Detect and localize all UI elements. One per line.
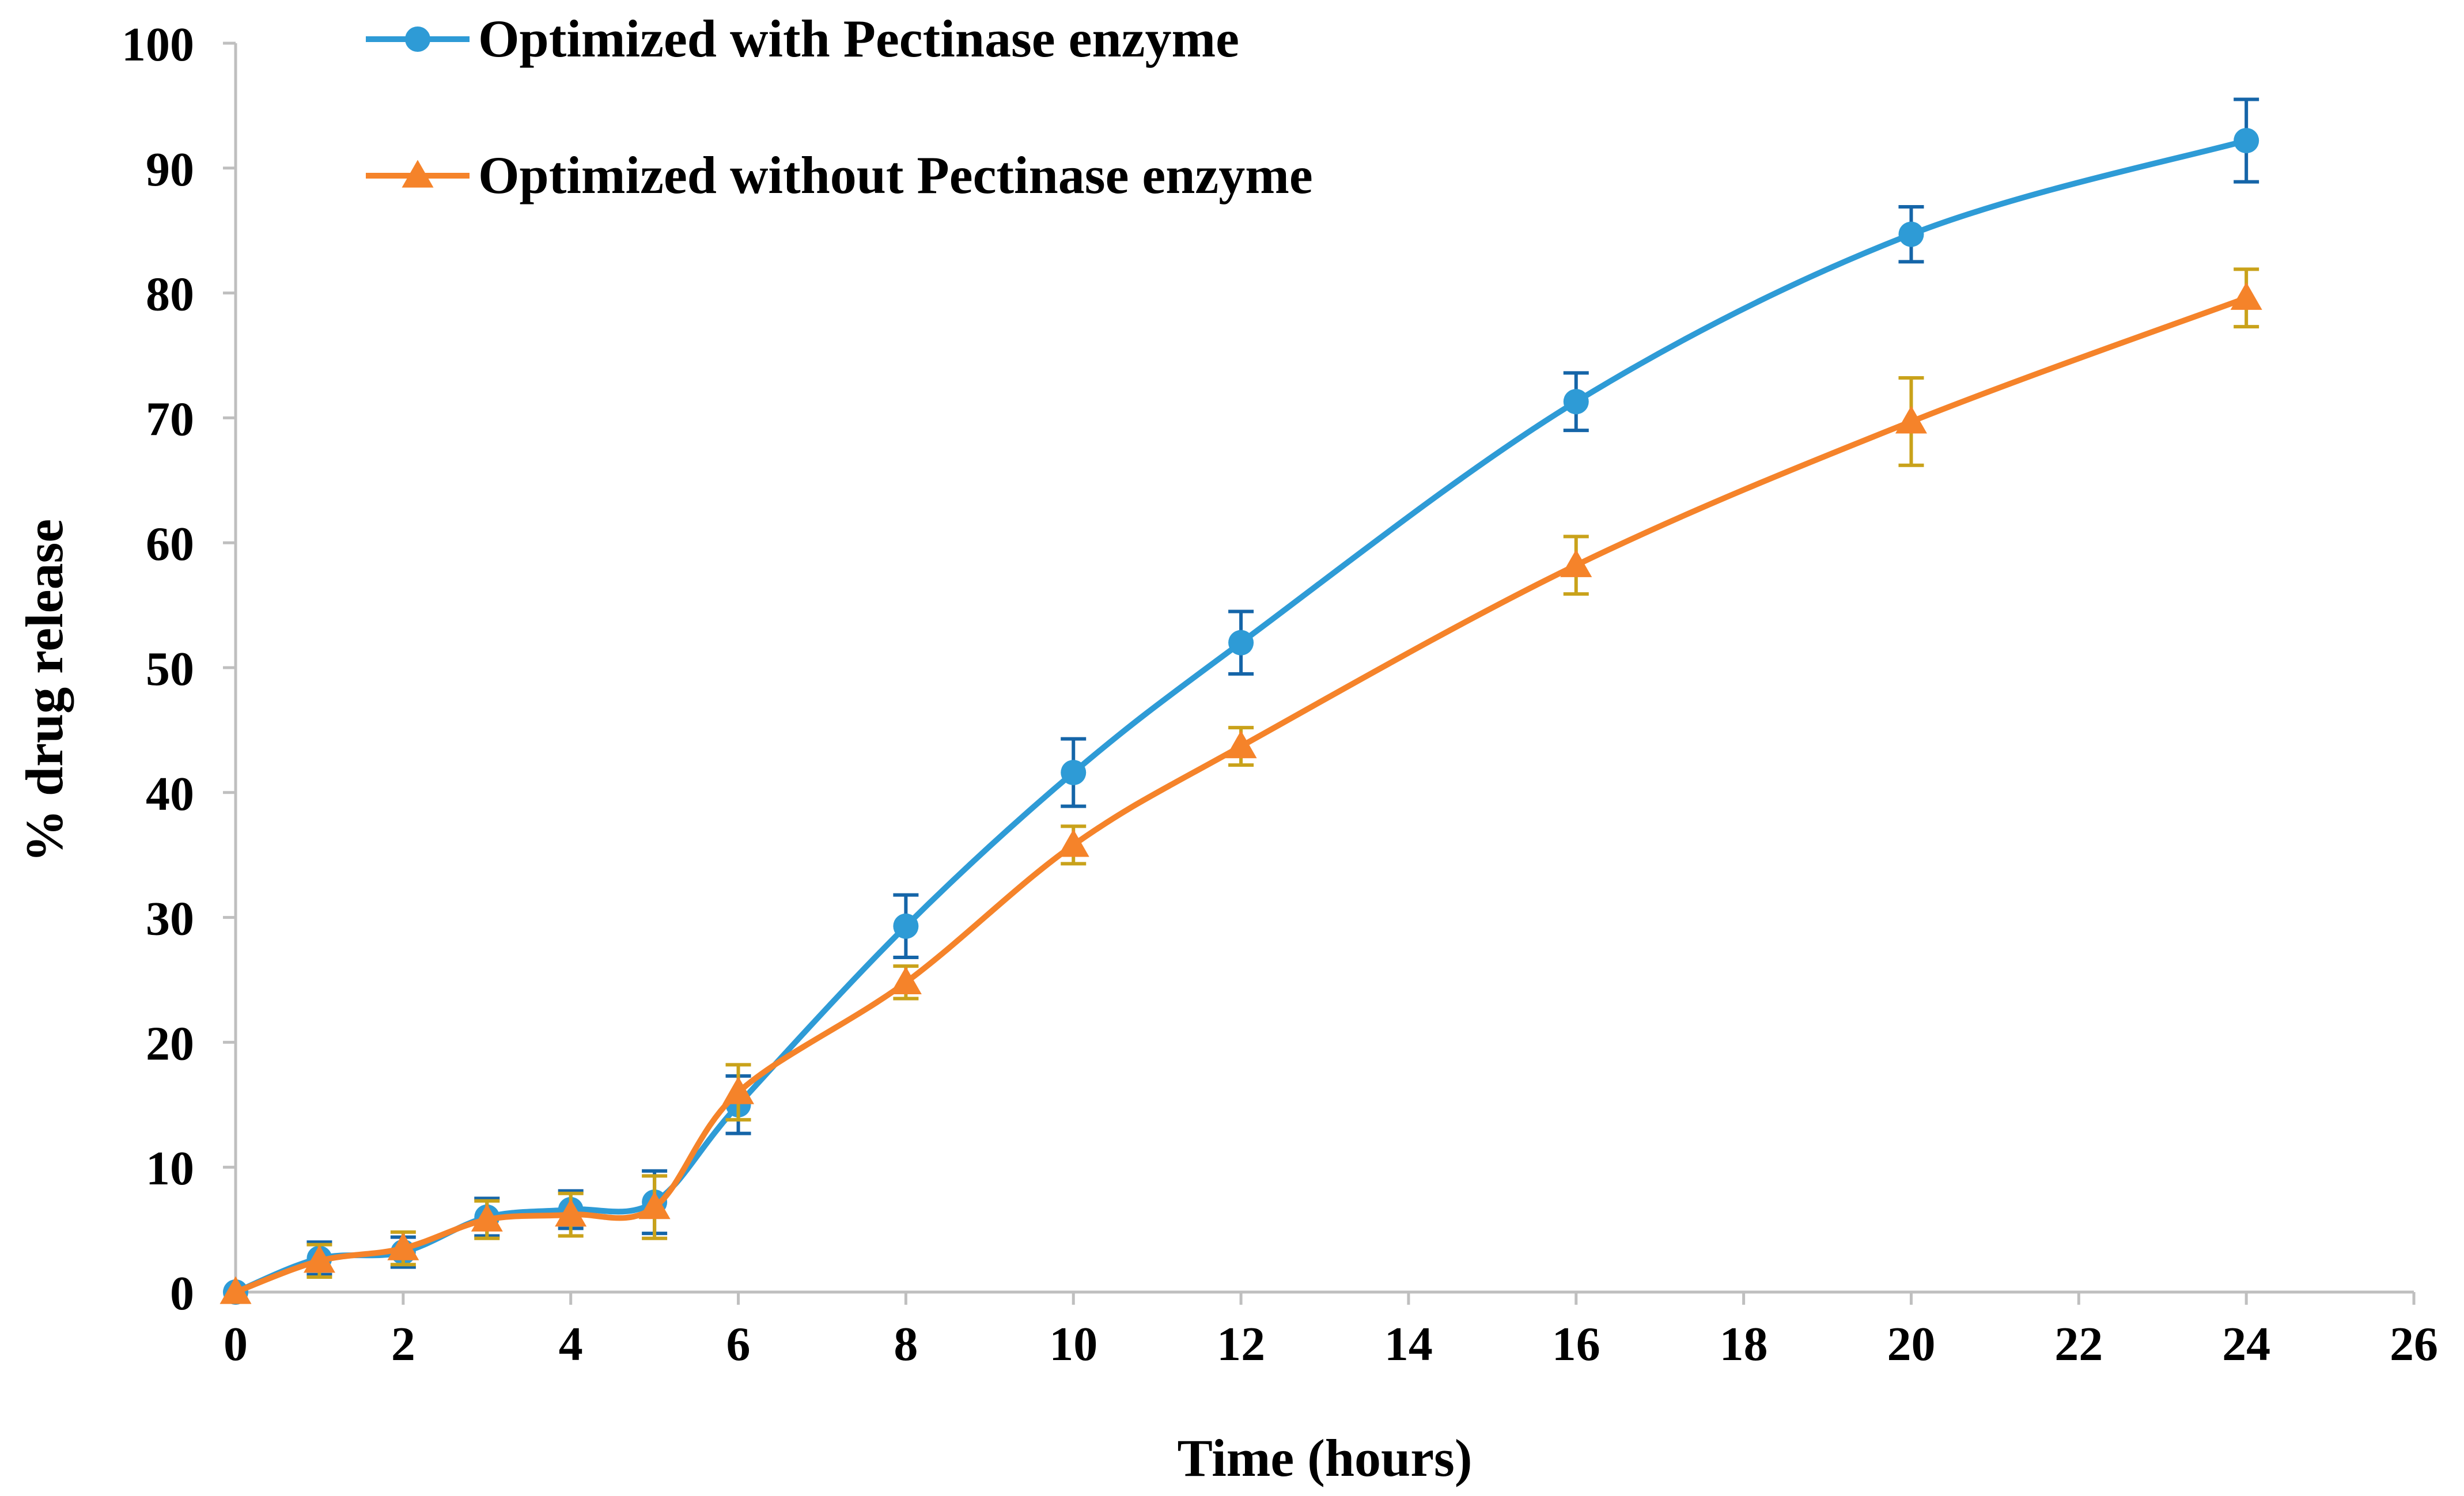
y-tick-label: 70 <box>146 392 194 446</box>
data-point <box>1563 389 1589 415</box>
axes <box>223 41 2416 1305</box>
y-axis-title: % drug release <box>15 519 74 862</box>
series-line <box>234 295 2247 1295</box>
x-tick-label: 10 <box>1049 1317 1097 1371</box>
x-tick-label: 0 <box>224 1317 248 1371</box>
data-point <box>1225 730 1257 759</box>
data-point <box>638 1191 671 1219</box>
y-tick-label: 40 <box>146 767 194 821</box>
data-point <box>893 913 919 939</box>
x-tick-label: 26 <box>2390 1317 2438 1371</box>
x-tick-label: 22 <box>2054 1317 2103 1371</box>
data-point <box>1057 829 1089 857</box>
x-tick-label: 8 <box>894 1317 918 1371</box>
series-line <box>234 138 2247 1295</box>
data-point <box>219 1276 252 1304</box>
x-tick-label: 2 <box>391 1317 415 1371</box>
x-tick-label: 4 <box>559 1317 583 1371</box>
series-1 <box>223 97 2259 1305</box>
legend: Optimized with Pectinase enzyme Optimized… <box>366 9 1313 204</box>
data-point <box>1228 630 1254 656</box>
y-tick-label: 20 <box>146 1017 194 1070</box>
legend-marker <box>405 26 430 52</box>
data-point <box>471 1203 503 1232</box>
data-point <box>303 1245 335 1273</box>
data-point <box>1061 760 1087 786</box>
series-2 <box>219 267 2262 1304</box>
legend-label: Optimized without Pectinase enzyme <box>478 146 1313 204</box>
x-tick-label: 14 <box>1384 1317 1433 1371</box>
y-tick-label: 100 <box>122 18 194 71</box>
legend-item-1: Optimized with Pectinase enzyme <box>366 9 1239 68</box>
data-point <box>555 1199 587 1227</box>
data-point <box>1895 406 1927 434</box>
series-layer <box>219 97 2262 1305</box>
y-tick-label: 10 <box>146 1142 194 1195</box>
x-tick-label: 24 <box>2222 1317 2270 1371</box>
x-tick-label: 16 <box>1552 1317 1600 1371</box>
x-axis-title: Time (hours) <box>1178 1429 1473 1487</box>
tick-labels: 0 2 4 6 8 10 12 14 16 18 20 22 24 2601020304050607080… <box>122 18 2438 1371</box>
legend-marker <box>402 160 434 188</box>
data-point <box>722 1076 755 1104</box>
data-point <box>2234 128 2259 154</box>
data-point <box>1560 549 1592 577</box>
y-tick-label: 30 <box>146 892 194 946</box>
y-tick-label: 0 <box>170 1267 194 1320</box>
data-point <box>1898 221 1924 247</box>
x-tick-label: 6 <box>726 1317 751 1371</box>
data-point <box>2230 282 2262 310</box>
y-tick-label: 80 <box>146 268 194 321</box>
data-point <box>890 966 922 994</box>
y-tick-label: 60 <box>146 517 194 571</box>
data-point <box>387 1232 419 1260</box>
y-tick-label: 90 <box>146 143 194 196</box>
x-tick-label: 18 <box>1720 1317 1768 1371</box>
x-tick-label: 12 <box>1217 1317 1265 1371</box>
legend-item-2: Optimized without Pectinase enzyme <box>366 146 1313 204</box>
x-tick-label: 20 <box>1887 1317 1935 1371</box>
legend-label: Optimized with Pectinase enzyme <box>478 9 1239 68</box>
y-tick-label: 50 <box>146 642 194 696</box>
